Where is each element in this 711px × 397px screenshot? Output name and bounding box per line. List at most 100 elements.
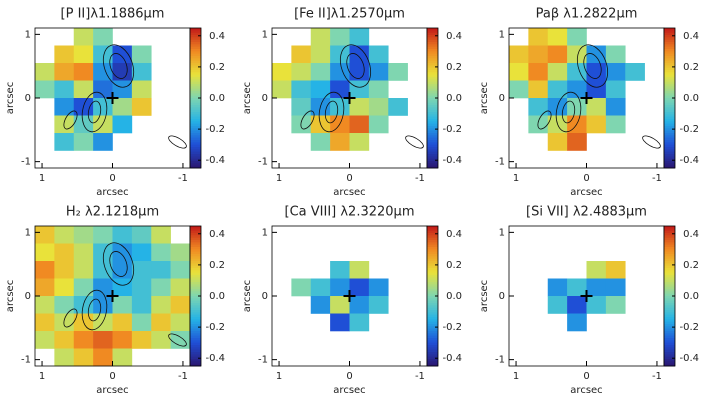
colorbar-step xyxy=(190,163,201,167)
colorbar-step xyxy=(664,35,675,38)
map-cell xyxy=(330,261,350,279)
y-axis-label: arcsec xyxy=(5,280,16,312)
colorbar-step xyxy=(664,126,675,129)
y-tick-label: -1 xyxy=(258,355,268,366)
colorbar-step xyxy=(664,312,675,316)
colorbar-step xyxy=(427,312,438,316)
x-tick-label: 1 xyxy=(39,371,45,382)
colorbar-step xyxy=(190,349,201,353)
colorbar-step xyxy=(427,228,438,232)
map-cell xyxy=(388,63,408,81)
colorbar-step xyxy=(427,354,438,358)
colorbar-step xyxy=(427,123,438,127)
map-cell xyxy=(93,28,113,46)
colorbar-step xyxy=(427,161,438,164)
map-cell xyxy=(170,243,191,262)
colorbar-step xyxy=(427,116,438,120)
colorbar-step xyxy=(427,324,438,327)
colorbar-step xyxy=(664,93,675,97)
contour xyxy=(318,91,345,133)
colorbar-step xyxy=(664,65,675,69)
colorbar-step xyxy=(190,258,201,262)
colorbar-step xyxy=(427,49,438,52)
map-cell xyxy=(528,28,549,46)
colorbar-step xyxy=(190,32,201,36)
colorbar-step xyxy=(427,282,438,285)
x-tick-label: -1 xyxy=(415,371,425,382)
colorbar-step xyxy=(664,156,675,160)
y-axis-label: arcsec xyxy=(479,280,490,312)
map-cell xyxy=(586,98,607,116)
colorbar-step xyxy=(427,321,438,325)
colorbar-step xyxy=(427,275,438,278)
colorbar-step xyxy=(664,114,675,118)
colorbar-step xyxy=(664,314,675,318)
map-cell xyxy=(625,63,645,81)
colorbar-step xyxy=(664,130,675,134)
x-tick-label: 0 xyxy=(583,371,589,382)
map-cell xyxy=(131,226,152,244)
colorbar-tick-label: -0.4 xyxy=(205,353,225,364)
colorbar-tick-label: -0.4 xyxy=(679,155,699,166)
colorbar-step xyxy=(190,277,201,281)
colorbar-step xyxy=(190,130,201,134)
map-cell xyxy=(131,45,152,64)
colorbar-step xyxy=(190,67,201,71)
colorbar-step xyxy=(427,53,438,57)
colorbar-tick-label: 0.0 xyxy=(683,291,699,302)
colorbar-step xyxy=(427,165,438,169)
colorbar-step xyxy=(427,151,438,155)
contour xyxy=(576,44,609,88)
colorbar-step xyxy=(190,114,201,118)
map-cell xyxy=(35,80,55,99)
colorbar-step xyxy=(427,79,438,83)
colorbar-step xyxy=(190,321,201,325)
colorbar-step xyxy=(664,44,675,48)
colorbar-step xyxy=(664,361,675,365)
x-axis-label: arcsec xyxy=(570,187,602,198)
colorbar-step xyxy=(427,126,438,129)
map-cell xyxy=(131,80,152,99)
colorbar-step xyxy=(664,289,675,292)
colorbar-step xyxy=(664,324,675,327)
panel-title: [P II]λ1.1886μm xyxy=(61,7,165,22)
colorbar-step xyxy=(427,230,438,234)
map-cell xyxy=(310,28,331,46)
colorbar-step xyxy=(664,317,675,320)
y-tick-label: -1 xyxy=(495,157,505,168)
colorbar-step xyxy=(427,254,438,257)
colorbar-step xyxy=(190,338,201,341)
x-tick-label: 1 xyxy=(513,371,519,382)
colorbar-step xyxy=(427,263,438,267)
colorbar-step xyxy=(664,56,675,59)
map-cell xyxy=(349,278,370,297)
map-cell xyxy=(310,80,331,99)
map-cell xyxy=(73,243,94,262)
y-tick-label: 1 xyxy=(25,29,31,40)
nucleus-cross xyxy=(343,92,356,104)
colorbar-step xyxy=(190,307,201,311)
map-cell xyxy=(93,278,113,297)
colorbar-step xyxy=(427,163,438,167)
colorbar-step xyxy=(427,84,438,87)
map-cell xyxy=(272,80,292,99)
colorbar-step xyxy=(664,293,675,297)
contour xyxy=(555,91,582,133)
colorbar-step xyxy=(427,158,438,162)
colorbar-step xyxy=(190,317,201,320)
map-cell xyxy=(605,261,626,279)
map-cell xyxy=(547,28,568,46)
map-cell xyxy=(93,296,113,314)
colorbar-step xyxy=(190,158,201,162)
colorbar-step xyxy=(427,58,438,62)
colorbar-step xyxy=(190,289,201,292)
map-cell xyxy=(586,296,607,314)
nucleus-cross xyxy=(106,290,119,302)
colorbar-step xyxy=(664,107,675,111)
colorbar-step xyxy=(664,256,675,260)
map-cell xyxy=(368,63,389,81)
colorbar-tick-label: 0.0 xyxy=(446,93,462,104)
colorbar-step xyxy=(664,338,675,341)
colorbar-step xyxy=(664,79,675,83)
